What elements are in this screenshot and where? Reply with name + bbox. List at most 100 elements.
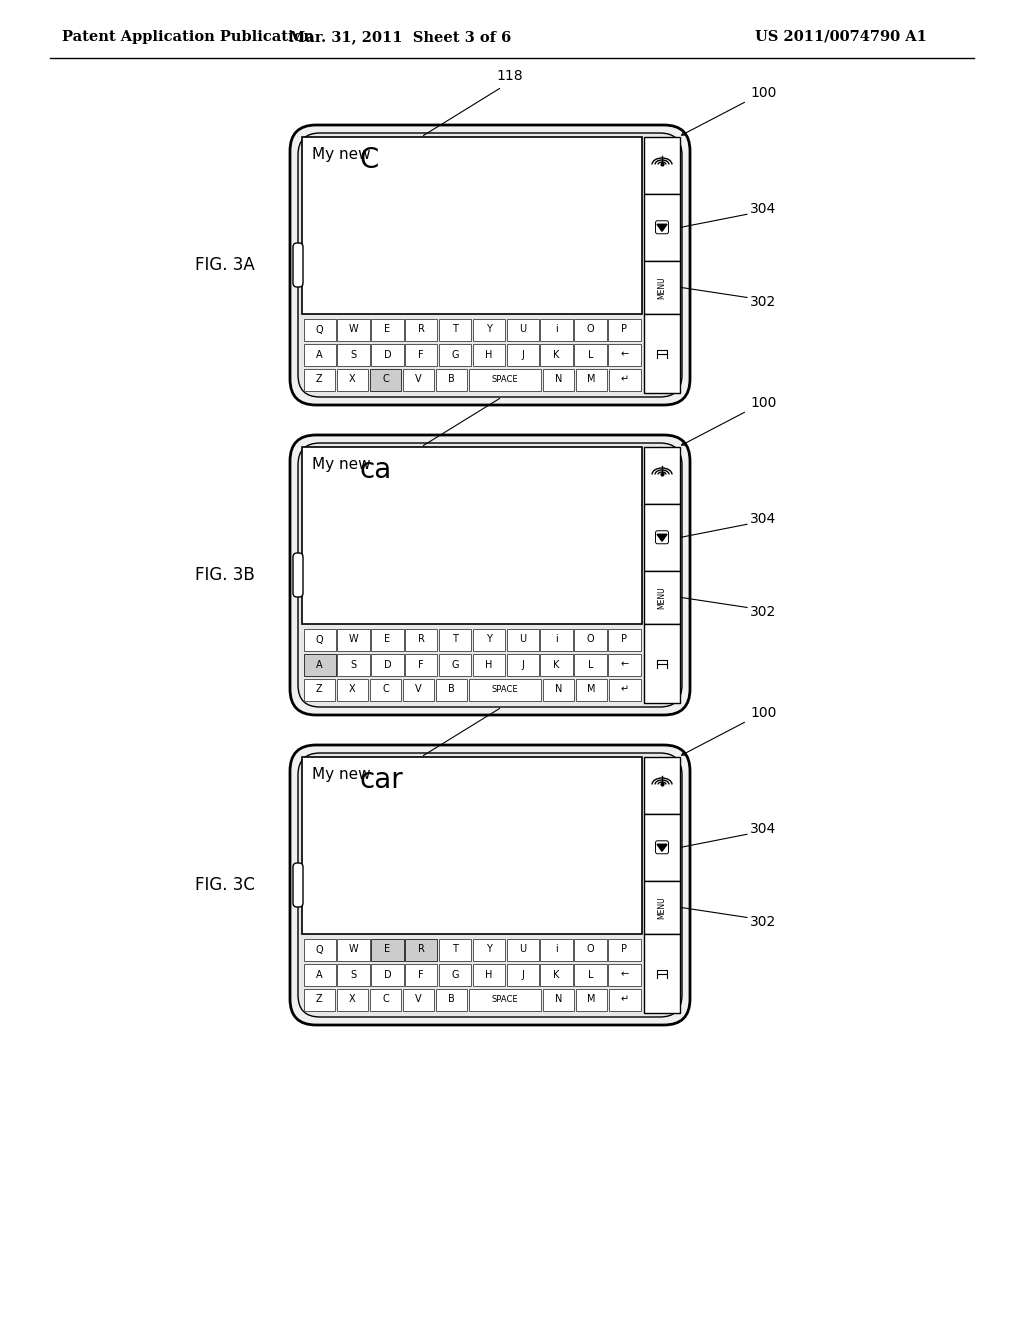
- Text: 118: 118: [497, 69, 523, 83]
- Bar: [302, 756, 642, 935]
- Text: ↵: ↵: [621, 375, 629, 384]
- Text: B: B: [449, 685, 455, 694]
- Text: R: R: [418, 945, 425, 954]
- Text: i: i: [555, 635, 558, 644]
- Text: U: U: [519, 945, 526, 954]
- Bar: [337, 343, 370, 366]
- Text: My new: My new: [312, 767, 376, 781]
- Bar: [644, 137, 680, 194]
- Bar: [541, 318, 572, 341]
- Text: i: i: [555, 325, 558, 334]
- Bar: [507, 939, 539, 961]
- Text: ↵: ↵: [621, 685, 629, 694]
- Text: 302: 302: [750, 606, 776, 619]
- Text: MENU: MENU: [657, 586, 667, 609]
- Text: P: P: [622, 945, 628, 954]
- Text: T: T: [453, 325, 458, 334]
- Bar: [507, 628, 539, 651]
- Text: 304: 304: [750, 512, 776, 527]
- Text: ca: ca: [359, 455, 392, 484]
- Text: ←: ←: [621, 350, 629, 359]
- Bar: [644, 447, 680, 504]
- Bar: [337, 939, 370, 961]
- Bar: [473, 318, 505, 341]
- Text: T: T: [453, 945, 458, 954]
- Text: X: X: [349, 685, 355, 694]
- Text: Patent Application Publication: Patent Application Publication: [62, 30, 314, 44]
- Bar: [608, 628, 640, 651]
- Bar: [644, 194, 680, 261]
- Bar: [608, 964, 640, 986]
- Bar: [370, 368, 401, 391]
- Text: S: S: [350, 350, 356, 359]
- Bar: [574, 964, 606, 986]
- Text: C: C: [382, 375, 389, 384]
- Bar: [574, 343, 606, 366]
- Bar: [609, 678, 640, 701]
- Polygon shape: [657, 845, 667, 851]
- Text: MENU: MENU: [657, 896, 667, 919]
- Bar: [303, 628, 336, 651]
- Bar: [644, 314, 680, 393]
- Text: C: C: [382, 685, 389, 694]
- Bar: [541, 964, 572, 986]
- Bar: [402, 989, 434, 1011]
- Text: K: K: [553, 660, 560, 669]
- Bar: [406, 939, 437, 961]
- Text: R: R: [418, 325, 425, 334]
- Bar: [370, 989, 401, 1011]
- Text: V: V: [415, 994, 422, 1005]
- Text: F: F: [419, 350, 424, 359]
- Bar: [372, 964, 403, 986]
- Text: SPACE: SPACE: [492, 995, 518, 1005]
- Text: A: A: [316, 969, 323, 979]
- Text: O: O: [587, 635, 594, 644]
- Bar: [541, 628, 572, 651]
- FancyBboxPatch shape: [655, 841, 669, 854]
- Text: 304: 304: [750, 822, 776, 837]
- Bar: [370, 678, 401, 701]
- Bar: [644, 624, 680, 704]
- FancyBboxPatch shape: [293, 243, 303, 286]
- Bar: [303, 989, 335, 1011]
- Bar: [574, 628, 606, 651]
- Text: 118: 118: [497, 379, 523, 393]
- Bar: [402, 678, 434, 701]
- Bar: [574, 939, 606, 961]
- Bar: [541, 343, 572, 366]
- Text: ←: ←: [621, 969, 629, 979]
- Text: S: S: [350, 660, 356, 669]
- Bar: [372, 653, 403, 676]
- Bar: [575, 368, 607, 391]
- Bar: [303, 318, 336, 341]
- Bar: [574, 318, 606, 341]
- Text: S: S: [350, 969, 356, 979]
- Text: R: R: [418, 635, 425, 644]
- Text: E: E: [384, 635, 390, 644]
- Bar: [473, 628, 505, 651]
- Bar: [303, 653, 336, 676]
- Bar: [436, 989, 467, 1011]
- Bar: [473, 653, 505, 676]
- Text: car: car: [359, 766, 403, 795]
- Text: FIG. 3C: FIG. 3C: [195, 876, 255, 894]
- Bar: [406, 318, 437, 341]
- FancyBboxPatch shape: [298, 752, 682, 1016]
- Text: Z: Z: [316, 994, 323, 1005]
- Text: L: L: [588, 969, 593, 979]
- Text: My new: My new: [312, 147, 376, 162]
- Bar: [337, 989, 368, 1011]
- Bar: [543, 989, 574, 1011]
- Bar: [337, 653, 370, 676]
- Text: Q: Q: [315, 635, 324, 644]
- Text: Y: Y: [486, 945, 492, 954]
- Text: V: V: [415, 375, 422, 384]
- Text: G: G: [452, 969, 459, 979]
- Bar: [436, 368, 467, 391]
- Text: i: i: [555, 945, 558, 954]
- Bar: [372, 318, 403, 341]
- Text: J: J: [521, 350, 524, 359]
- Text: W: W: [349, 945, 358, 954]
- Bar: [303, 368, 335, 391]
- Text: 302: 302: [750, 916, 776, 929]
